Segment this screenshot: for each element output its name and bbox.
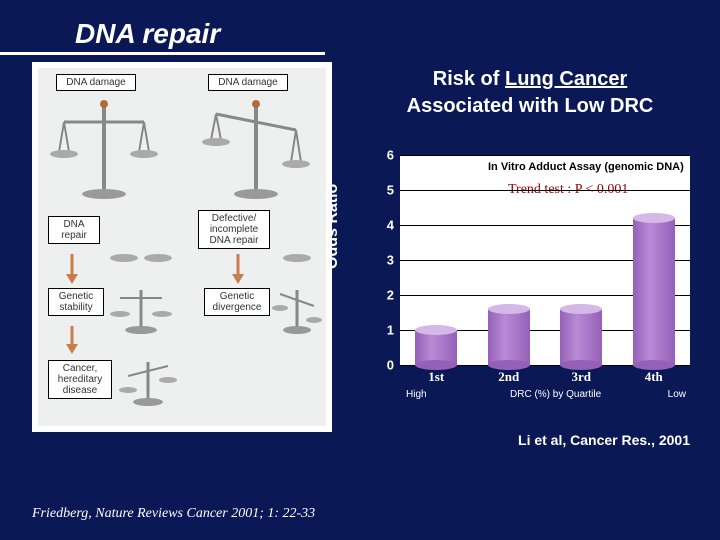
x-category: 4th [645,369,663,385]
bar [485,309,533,365]
subtitle-line-1b: Lung Cancer [505,68,627,90]
diagram-panel: DNA damage DNA damage [32,62,332,432]
y-tick: 0 [387,358,394,373]
y-tick: 1 [387,323,394,338]
x-category: 3rd [572,369,592,385]
gridline [400,155,690,156]
small-scale-1-icon [106,216,176,278]
title-bar: DNA repair [0,18,325,55]
chart-note-assay: In Vitro Adduct Assay (genomic DNA) [488,161,684,173]
subtitle-line-1: Risk of Lung Cancer [360,68,700,91]
y-axis: 0123456 [355,155,400,365]
odds-ratio-chart: Odds Ratio 0123456 In Vitro Adduct Assay… [355,155,700,415]
box-dna-damage-right: DNA damage [208,74,288,91]
small-scale-3-icon [108,284,174,340]
small-scale-2-icon [270,216,324,278]
diagram-inner: DNA damage DNA damage [38,68,326,426]
y-tick: 3 [387,253,394,268]
box-dna-repair: DNA repair [48,216,100,244]
small-scale-5-icon [118,356,178,412]
box-genetic-stability: Genetic stability [48,288,104,316]
bar [557,309,605,365]
right-citation: Li et al, Cancer Res., 2001 [518,432,690,448]
y-tick: 2 [387,288,394,303]
subtitle: Risk of Lung Cancer Associated with Low … [360,68,700,118]
box-dna-damage-left: DNA damage [56,74,136,91]
x-category: 1st [428,369,444,385]
arrow-1-icon [62,254,82,284]
x-label-middle: DRC (%) by Quartile [510,389,601,400]
gridline [400,190,690,191]
scale-left-icon [44,92,164,212]
y-axis-label: Odds Ratio [324,184,342,269]
x-label-low: Low [668,389,686,400]
x-label-high: High [406,389,427,400]
subtitle-line-2: Associated with Low DRC [360,95,700,118]
bar [630,218,678,365]
y-tick: 5 [387,183,394,198]
page-title: DNA repair [75,18,325,50]
box-defective-repair: Defective/ incomplete DNA repair [198,210,270,249]
bar [412,330,460,365]
y-tick: 4 [387,218,394,233]
x-category: 2nd [498,369,519,385]
plot-area: In Vitro Adduct Assay (genomic DNA) Tren… [400,155,690,365]
scale-right-icon [196,92,316,212]
arrow-3-icon [62,326,82,354]
x-axis-labels: High DRC (%) by Quartile Low 1st 2nd 3rd 4t… [400,369,690,409]
box-cancer: Cancer, hereditary disease [48,360,112,399]
box-genetic-divergence: Genetic divergence [204,288,270,316]
left-citation: Friedberg, Nature Reviews Cancer 2001; 1… [32,506,315,522]
small-scale-4-icon [272,284,322,340]
y-tick: 6 [387,148,394,163]
arrow-2-icon [228,254,248,284]
subtitle-line-1a: Risk of [433,68,505,90]
